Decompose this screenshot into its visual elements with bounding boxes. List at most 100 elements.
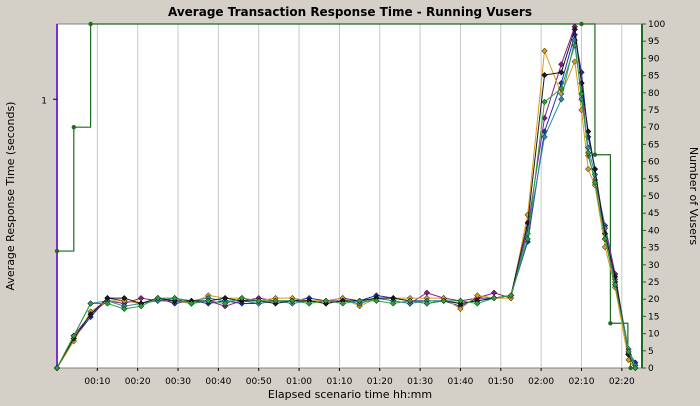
left-y-axis-label: Average Response Time (seconds) <box>4 102 17 291</box>
right-y-tick-label: 25 <box>648 278 659 288</box>
series-point <box>578 90 585 98</box>
series-point <box>121 305 128 313</box>
series-point <box>585 128 592 135</box>
x-tick-label: 00:50 <box>246 377 272 387</box>
right-y-tick-label: 30 <box>648 261 660 271</box>
right-y-tick-label: 15 <box>648 312 659 322</box>
series-point <box>541 98 548 106</box>
right-y-tick-label: 80 <box>648 89 660 99</box>
series-point <box>373 297 380 304</box>
x-tick-label: 01:50 <box>488 377 514 387</box>
series-point <box>171 294 178 302</box>
series-point <box>611 281 619 288</box>
series-point <box>585 149 592 157</box>
vusers-point <box>579 21 584 27</box>
x-tick-label: 01:40 <box>447 377 473 387</box>
x-tick-label: 01:30 <box>407 377 433 387</box>
series-point <box>238 294 246 302</box>
series-point <box>571 26 578 33</box>
right-y-tick-label: 85 <box>648 72 659 82</box>
series-point <box>70 332 77 339</box>
series-point <box>601 235 609 243</box>
series-point <box>121 294 128 302</box>
series-point <box>591 179 599 186</box>
series-point <box>154 294 162 302</box>
series-point <box>440 297 447 304</box>
series-point <box>524 235 531 243</box>
x-tick-label: 00:30 <box>165 377 191 387</box>
vusers-point <box>54 248 60 254</box>
series-point <box>221 300 229 307</box>
series-point <box>474 300 481 307</box>
series-point <box>541 47 548 55</box>
right-y-tick-label: 45 <box>648 209 659 219</box>
right-y-tick-label: 95 <box>648 37 659 47</box>
right-y-tick-label: 65 <box>648 140 659 150</box>
right-y-tick-label: 0 <box>648 364 654 374</box>
series-point <box>632 364 639 372</box>
series-point <box>541 133 548 141</box>
series-point <box>406 297 414 304</box>
x-tick-label: 02:20 <box>609 377 635 387</box>
right-y-tick-label: 60 <box>648 158 660 168</box>
left-y-axis: 1 <box>41 24 58 368</box>
vusers-point <box>608 321 613 326</box>
grid-lines <box>96 24 623 368</box>
series-point <box>390 300 397 307</box>
right-y-tick-label: 35 <box>648 244 659 254</box>
series-point <box>457 305 464 313</box>
x-tick-label: 01:00 <box>286 377 312 387</box>
series-point <box>558 96 565 103</box>
series-point <box>507 292 515 299</box>
series-point <box>571 42 578 49</box>
right-y-tick-label: 100 <box>648 20 665 30</box>
x-tick-label: 01:10 <box>326 377 352 387</box>
series-point <box>625 348 632 356</box>
vusers-point <box>628 365 633 371</box>
series-point <box>457 297 464 304</box>
left-y-tick-label: 1 <box>41 96 47 106</box>
series-point <box>137 303 145 310</box>
right-y-tick-label: 5 <box>648 347 654 357</box>
series-point <box>205 297 212 304</box>
series-point <box>188 300 195 307</box>
series-point <box>423 300 430 307</box>
series-point <box>104 300 111 307</box>
right-y-tick-label: 10 <box>648 330 660 340</box>
x-tick-label: 02:00 <box>528 377 554 387</box>
series-point <box>272 297 279 304</box>
plot-area <box>56 23 643 369</box>
x-axis: 00:10 00:20 00:30 00:40 00:50 01:00 01:10 01:20… <box>84 368 635 387</box>
series-point <box>558 69 565 76</box>
right-y-tick-label: 55 <box>648 175 659 185</box>
x-axis-label: Elapsed scenario time hh:mm <box>268 388 432 401</box>
series-point <box>87 300 94 307</box>
transaction-series <box>53 23 639 372</box>
series-point <box>490 294 498 302</box>
vusers-point <box>88 21 93 27</box>
x-tick-label: 00:20 <box>125 377 151 387</box>
series-point <box>53 364 61 372</box>
series-point <box>87 311 94 318</box>
vusers-point <box>71 125 77 130</box>
series-point <box>306 300 313 307</box>
series-point <box>558 85 565 92</box>
series-point <box>541 71 548 79</box>
x-tick-label: 00:40 <box>205 377 231 387</box>
series-point <box>558 61 565 68</box>
right-y-tick-label: 70 <box>648 123 660 133</box>
transaction-series-6 <box>53 42 639 372</box>
x-tick-label: 02:10 <box>569 377 595 387</box>
right-y-axis: 0 5 10 15 20 25 30 35 40 45 50 55 60 65 70 75 80 85 90 95 10… <box>641 20 665 374</box>
series-point <box>591 165 599 173</box>
series-point <box>585 165 592 173</box>
right-y-axis-label: Number of Vusers <box>687 147 700 246</box>
x-tick-label: 00:10 <box>84 377 110 387</box>
series-point <box>339 300 346 307</box>
series-point <box>322 297 330 304</box>
right-y-tick-label: 40 <box>648 226 660 236</box>
right-y-tick-label: 90 <box>648 54 660 64</box>
series-point <box>356 297 363 304</box>
